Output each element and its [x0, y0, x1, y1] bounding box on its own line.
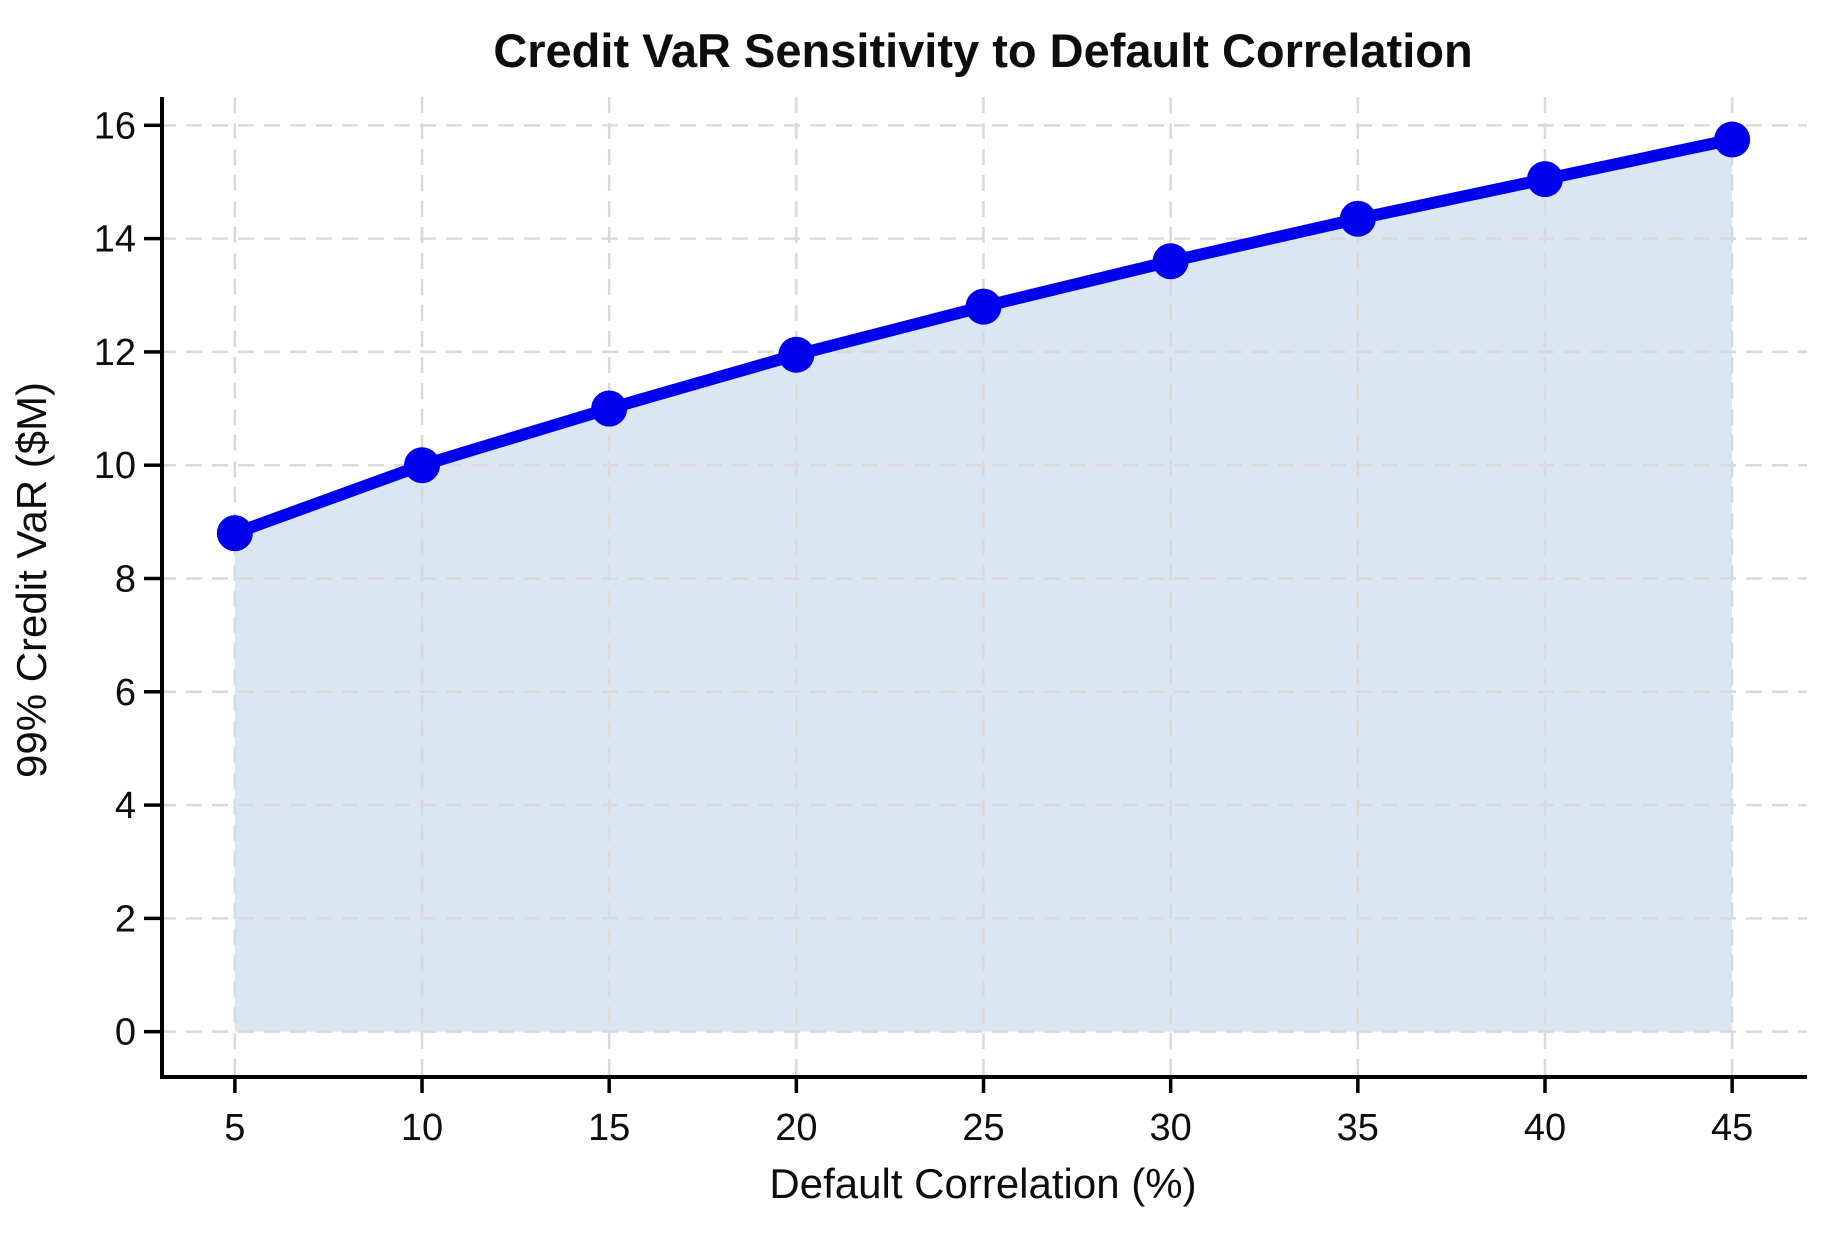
chart-title: Credit VaR Sensitivity to Default Correl… [493, 24, 1472, 77]
x-tick-label-30: 30 [1150, 1107, 1192, 1149]
data-point-45 [1714, 121, 1751, 158]
y-axis-label: 99% Credit VaR ($M) [8, 382, 55, 778]
data-point-30 [1152, 243, 1189, 280]
y-tick-label-14: 14 [94, 219, 136, 261]
y-tick-label-8: 8 [115, 559, 136, 601]
y-tick-label-12: 12 [94, 332, 136, 374]
x-tick-label-20: 20 [775, 1107, 817, 1149]
y-axis-ticks: 0 2 4 6 8 10 12 14 16 [94, 105, 160, 1054]
y-tick-label-16: 16 [94, 105, 136, 147]
y-tick-label-0: 0 [115, 1012, 136, 1054]
x-axis-label: Default Correlation (%) [769, 1160, 1196, 1207]
x-tick-label-40: 40 [1524, 1107, 1566, 1149]
data-point-40 [1526, 161, 1563, 198]
x-tick-label-35: 35 [1337, 1107, 1379, 1149]
x-tick-label-5: 5 [224, 1107, 245, 1149]
y-tick-label-4: 4 [115, 785, 136, 827]
data-point-20 [778, 336, 815, 373]
data-point-10 [404, 447, 441, 484]
x-tick-label-45: 45 [1711, 1107, 1753, 1149]
y-tick-label-2: 2 [115, 898, 136, 940]
x-tick-label-25: 25 [962, 1107, 1004, 1149]
y-tick-label-6: 6 [115, 672, 136, 714]
data-point-15 [591, 390, 628, 427]
data-point-35 [1339, 200, 1376, 237]
x-tick-label-10: 10 [401, 1107, 443, 1149]
y-tick-label-10: 10 [94, 445, 136, 487]
area-fill [234, 139, 1733, 1032]
data-point-25 [965, 288, 1002, 325]
x-axis-ticks: 5 10 15 20 25 30 35 40 45 [224, 1077, 1753, 1149]
x-tick-label-15: 15 [588, 1107, 630, 1149]
data-points [216, 121, 1751, 552]
data-point-5 [216, 515, 253, 552]
